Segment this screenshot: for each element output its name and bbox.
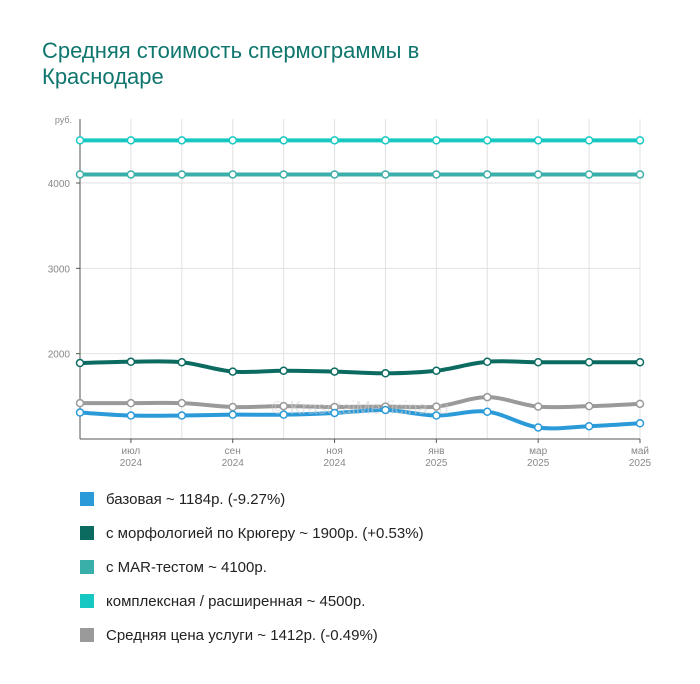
legend-swatch [80, 594, 94, 608]
data-point [533, 136, 543, 145]
data-point [228, 136, 237, 145]
data-point [279, 366, 288, 375]
data-point [483, 170, 492, 179]
x-tick-label: мар [529, 446, 547, 457]
data-point [75, 358, 85, 368]
data-point [533, 423, 543, 432]
data-point [75, 408, 85, 417]
data-point [279, 410, 288, 419]
chart-title: Средняя стоимость спермограммы в Краснод… [42, 38, 420, 89]
x-tick-year-label: 2024 [323, 458, 346, 469]
data-point [432, 170, 441, 179]
line-chart: 200030004000руб.июл2024сен2024ноя2024янв… [48, 115, 652, 469]
data-point [228, 170, 237, 179]
x-tick-year-label: 2024 [120, 458, 143, 469]
x-tick-label: май [631, 446, 649, 457]
data-point [381, 136, 390, 145]
y-tick-label: 3000 [48, 264, 71, 275]
data-point [483, 136, 492, 145]
legend-label: с морфологией по Крюгеру ~ 1900р. (+0.53… [106, 524, 424, 542]
data-point [432, 136, 441, 145]
series-line [78, 407, 642, 431]
data-point [330, 408, 339, 418]
data-point [381, 405, 390, 415]
y-axis-label: руб. [55, 115, 72, 125]
data-point [584, 421, 594, 431]
data-point [584, 357, 594, 367]
data-point [228, 367, 237, 376]
data-point [533, 402, 543, 411]
data-point [635, 419, 645, 428]
legend-label: базовая ~ 1184р. (-9.27%) [106, 490, 286, 508]
x-tick-year-label: 2025 [425, 458, 448, 469]
data-point [635, 136, 645, 145]
legend-item-extended[interactable]: комплексная / расширенная ~ 4500р. [80, 584, 424, 618]
x-tick-label: сен [225, 446, 241, 457]
data-point [75, 170, 85, 179]
data-point [75, 136, 85, 145]
data-point [584, 401, 594, 411]
data-point [635, 357, 645, 367]
legend-label: с MAR-тестом ~ 4100р. [106, 558, 267, 576]
y-tick-label: 4000 [48, 179, 71, 190]
data-point [635, 170, 645, 179]
data-point [381, 170, 390, 179]
data-point [330, 136, 339, 145]
x-tick-year-label: 2025 [527, 458, 550, 469]
data-point [126, 398, 136, 408]
data-point [584, 170, 594, 179]
data-point [177, 398, 187, 408]
legend-swatch [80, 628, 94, 642]
legend-label: Средняя цена услуги ~ 1412р. (-0.49%) [106, 626, 378, 644]
data-point [228, 410, 237, 419]
data-point [533, 170, 543, 179]
data-point [126, 411, 136, 420]
data-point [279, 401, 288, 411]
data-point [279, 136, 288, 145]
watermark: © KrasotaiMedicina.ru [271, 398, 448, 418]
legend-label: комплексная / расширенная ~ 4500р. [106, 592, 366, 610]
data-point [75, 398, 85, 408]
legend-item-kruger[interactable]: с морфологией по Крюгеру ~ 1900р. (+0.53… [80, 516, 424, 550]
legend-item-mar[interactable]: с MAR-тестом ~ 4100р. [80, 550, 424, 584]
data-point [279, 170, 288, 179]
data-point [177, 411, 187, 420]
data-point [533, 357, 543, 367]
data-point [126, 136, 136, 145]
data-point [432, 402, 441, 411]
series-line [78, 359, 642, 376]
data-point [177, 357, 187, 367]
data-point [483, 407, 492, 416]
data-point [177, 170, 187, 179]
x-tick-year-label: 2025 [629, 458, 652, 469]
data-point [381, 369, 390, 378]
data-point [483, 392, 492, 402]
data-point [432, 411, 441, 420]
x-tick-label: июл [122, 446, 141, 457]
data-point [126, 170, 136, 179]
legend-swatch [80, 526, 94, 540]
legend-swatch [80, 560, 94, 574]
x-tick-label: янв [428, 446, 444, 457]
legend-item-average[interactable]: Средняя цена услуги ~ 1412р. (-0.49%) [80, 618, 424, 652]
legend-swatch [80, 492, 94, 506]
data-point [330, 367, 339, 376]
data-point [483, 357, 492, 367]
data-point [177, 136, 187, 145]
data-point [330, 170, 339, 179]
x-tick-label: ноя [326, 446, 343, 457]
legend-item-basic[interactable]: базовая ~ 1184р. (-9.27%) [80, 482, 424, 516]
data-point [432, 366, 441, 375]
data-point [126, 357, 136, 367]
x-tick-year-label: 2024 [222, 458, 245, 469]
chart-legend: базовая ~ 1184р. (-9.27%) с морфологией … [80, 482, 424, 652]
series-line [78, 395, 642, 410]
data-point [635, 399, 645, 409]
data-point [228, 402, 237, 412]
y-tick-label: 2000 [48, 350, 71, 361]
data-point [584, 136, 594, 145]
